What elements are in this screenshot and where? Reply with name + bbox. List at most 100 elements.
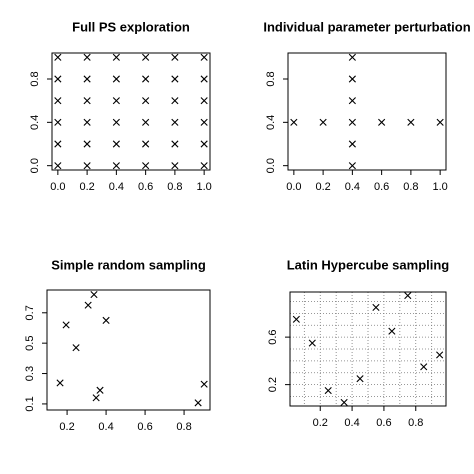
point [112,97,120,105]
x-tick-label: 1.0 [432,181,447,193]
x-tick-label: 0.6 [374,181,389,193]
point [200,97,208,105]
x-tick-label: 0.8 [408,417,423,429]
y-tick-label: 0.8 [265,71,277,86]
point [83,140,91,148]
point [54,162,62,170]
point [112,53,120,61]
point [54,118,62,126]
point [404,291,412,300]
point [378,118,386,126]
point [436,351,444,359]
point [142,162,150,170]
point [142,118,150,126]
point [372,303,380,312]
y-tick-label: 0.4 [29,115,41,130]
x-tick-label: 0.2 [313,417,328,429]
point [348,97,356,105]
x-tick-label: 0.0 [286,181,301,193]
y-tick-label: 0.5 [24,336,36,351]
point [83,97,91,105]
point [348,162,356,170]
point [194,399,202,407]
point [102,316,110,324]
point [112,75,120,83]
point [290,118,298,126]
point [56,379,64,387]
point [356,375,364,383]
point [171,140,179,148]
x-tick-label: 0.4 [98,421,113,433]
point [54,75,62,83]
point [436,118,444,126]
point [308,339,316,347]
y-tick-label: 0.7 [24,305,36,320]
point [171,97,179,105]
x-tick-label: 0.2 [59,421,74,433]
y-tick-label: 0.0 [29,158,41,173]
point [200,380,208,388]
point [112,162,120,170]
point [83,118,91,126]
point [171,118,179,126]
y-tick-label: 0.3 [24,366,36,381]
point [340,398,348,407]
point [200,53,208,61]
y-tick-label: 0.1 [24,396,36,411]
point [292,315,300,323]
point [420,363,428,371]
point [90,290,98,299]
point [62,321,70,329]
point [142,53,150,61]
panel-title: Latin Hypercube sampling [287,257,450,272]
point [92,394,100,402]
point [171,53,179,61]
x-tick-label: 0.0 [50,181,65,193]
x-tick-label: 0.2 [79,181,94,193]
point [171,162,179,170]
point [348,118,356,126]
x-tick-label: 0.4 [344,417,359,429]
x-tick-label: 0.8 [403,181,418,193]
plot-frame [289,291,447,407]
x-tick-label: 0.4 [109,181,124,193]
point [72,344,80,352]
plot-frame [51,52,211,171]
point [83,53,91,61]
point [200,162,208,170]
point [171,75,179,83]
panel-title: Individual parameter perturbation [263,19,470,34]
point [407,118,415,126]
x-tick-label: 0.6 [138,181,153,193]
point [324,386,332,395]
plot-frame [46,289,211,411]
y-tick-label: 0.4 [265,115,277,130]
x-tick-label: 0.6 [137,421,152,433]
point [54,140,62,148]
x-tick-label: 0.8 [176,421,191,433]
x-tick-label: 0.4 [345,181,360,193]
panel-title: Simple random sampling [51,257,206,272]
point [112,140,120,148]
y-tick-label: 0.0 [265,158,277,173]
point [348,140,356,148]
point [83,75,91,83]
point [84,301,92,309]
point [54,97,62,105]
point [142,97,150,105]
point [83,162,91,170]
point [200,75,208,83]
x-tick-label: 0.2 [315,181,330,193]
panel-title: Full PS exploration [72,19,190,34]
y-tick-label: 0.6 [267,329,279,344]
point [348,53,356,61]
point [200,140,208,148]
x-tick-label: 0.8 [167,181,182,193]
x-tick-label: 0.6 [376,417,391,429]
point [388,327,396,335]
point [142,75,150,83]
x-tick-label: 1.0 [196,181,211,193]
point [142,140,150,148]
y-tick-label: 0.2 [267,377,279,392]
